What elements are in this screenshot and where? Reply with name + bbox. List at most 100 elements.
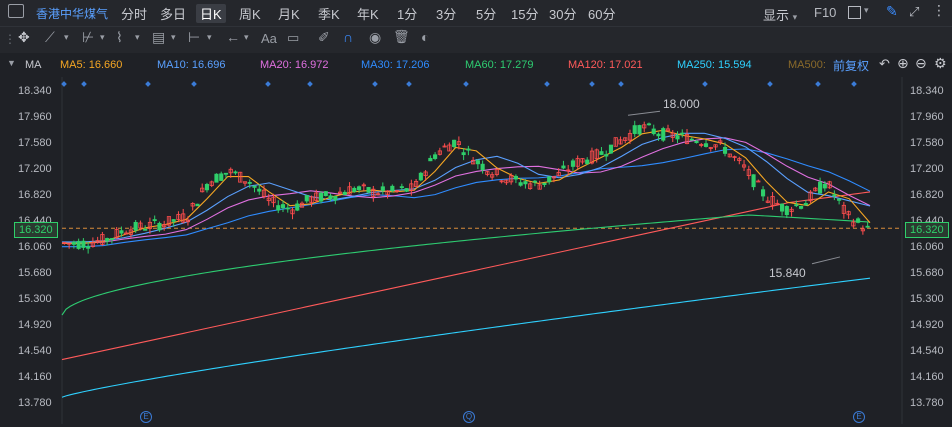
candle-body [466,148,471,151]
ray-tool-icon[interactable]: ⊬ [82,29,95,45]
toggle-icon[interactable]: ◐ [421,29,430,45]
candle-body [409,183,414,191]
settings-icon[interactable]: ⚙ [934,55,947,71]
candle-body [62,242,67,244]
event-marker-e[interactable]: E [853,411,865,423]
chevron-down-icon[interactable]: ▾ [864,5,869,15]
ma5-value: MA5: 16.660 [60,59,123,71]
comment-icon[interactable]: ▭ [287,30,300,45]
range-tool-icon[interactable]: ⊢ [188,29,201,45]
chevron-down-icon[interactable]: ▾ [171,32,176,42]
candle-body [808,191,813,202]
zoom-out-icon[interactable]: ⊖ [915,55,927,71]
candle-body [694,140,699,144]
candle-body [228,168,233,174]
chevron-down-icon[interactable]: ▾ [64,32,69,42]
wave-tool-icon[interactable]: ⌇ [116,29,123,45]
candle-body [471,159,476,165]
candle-body [266,197,271,202]
y-tick-label-right: 17.200 [910,163,944,175]
candle-body [490,174,495,178]
magnet-icon[interactable]: ∩ [343,29,354,45]
candle-body [100,233,105,245]
tab-quarterly-k[interactable]: 季K [318,7,340,22]
tab-weekly-k[interactable]: 周K [239,7,261,22]
time-tick-marker [544,81,550,87]
display-dropdown[interactable]: 显示 ▾ [763,5,797,24]
event-marker-e[interactable]: E [140,411,152,423]
candle-body [390,185,395,192]
pen-icon[interactable]: ✎ [886,3,898,19]
candle-body [741,164,747,168]
collapse-icon[interactable]: ▼ [7,58,16,68]
candle-body [851,221,856,227]
candle-body [447,144,452,152]
candle-body [518,182,523,186]
ma10-line [62,132,871,243]
y-tick-label-right: 18.340 [910,85,944,97]
y-tick-label-left: 18.340 [18,85,52,97]
candle-body [632,125,637,134]
candle-body [342,191,347,195]
candle-body [528,183,533,190]
candle-body [337,191,343,194]
zoom-in-icon[interactable]: ⊕ [897,55,909,71]
candle-body [257,188,262,192]
trash-icon[interactable]: 🗑 [393,29,410,44]
candle-body [276,205,281,211]
eye-icon[interactable]: ◉ [369,29,382,45]
text-tool[interactable]: Aa [261,31,277,46]
kline-chart-svg[interactable]: 18.340 18.340 17.960 17.960 17.580 17.580 17.2… [0,77,952,424]
folder-icon[interactable] [8,4,24,18]
chevron-down-icon: ▾ [792,12,798,22]
y-tick-label-left: 14.920 [18,319,52,331]
ma250-value: MA250: 15.594 [677,59,752,71]
tab-intraday[interactable]: 分时 [121,7,148,22]
candle-body [114,229,119,238]
chevron-down-icon[interactable]: ▾ [244,32,249,42]
tab-3min[interactable]: 3分 [436,7,457,22]
tab-yearly-k[interactable]: 年K [357,7,379,22]
event-marker-q[interactable]: Q [463,411,475,423]
kline-chart[interactable]: 18.340 18.340 17.960 17.960 17.580 17.580 17.2… [0,77,952,424]
f10-button[interactable]: F10 [814,5,837,20]
drawing-toolbar: ⋮ ✥ ⟋ ▾ ⊬ ▾ ⌇ ▾ ▤ ▾ ⊢ ▾ ← ▾ Aa ▭ ✐ ∩ ◉ 🗑… [0,26,952,53]
current-price-tag-right: 16.320 [905,222,949,238]
line-tool-icon[interactable]: ⟋ [45,29,55,45]
candle-body [703,143,709,147]
chevron-down-icon[interactable]: ▾ [100,32,105,42]
drag-handle-icon[interactable]: ⋮ [4,32,16,46]
tab-multi-day[interactable]: 多日 [160,7,187,22]
tab-60min[interactable]: 60分 [588,7,616,22]
candle-body [675,135,680,140]
y-tick-label-left: 16.060 [18,241,52,253]
candle-body [708,147,713,149]
chart-tool-icon[interactable]: ▤ [152,29,166,45]
adjust-mode-button[interactable]: 前复权 [833,59,870,73]
candle-body [223,172,229,175]
tab-monthly-k[interactable]: 月K [278,7,300,22]
chevron-down-icon[interactable]: ▾ [135,32,140,42]
tab-1min[interactable]: 1分 [397,7,418,22]
candle-body [109,238,114,240]
candle-body [152,219,157,221]
eraser-icon[interactable]: ✐ [318,29,330,45]
ma60-value: MA60: 17.279 [465,59,534,71]
more-icon[interactable]: ⋮ [932,2,946,18]
layout-checkbox-icon[interactable] [848,6,861,19]
ma-label[interactable]: MA [25,59,42,71]
chevron-down-icon[interactable]: ▾ [207,32,212,42]
tab-daily-k[interactable]: 日K [196,4,226,23]
y-tick-label-right: 14.540 [910,345,944,357]
tab-15min[interactable]: 15分 [511,7,539,22]
stock-name[interactable]: 香港中华煤气 [36,7,109,21]
crosshair-icon[interactable]: ✥ [18,29,30,45]
tab-5min[interactable]: 5分 [476,7,497,22]
fullscreen-icon[interactable]: ⤢ [909,4,920,19]
ma5-line [62,129,871,244]
y-tick-label-right: 13.780 [910,397,944,409]
tab-30min[interactable]: 30分 [549,7,577,22]
undo-icon[interactable]: ↶ [879,56,890,71]
candle-body [789,208,794,213]
arrow-tool-icon[interactable]: ← [226,29,240,45]
